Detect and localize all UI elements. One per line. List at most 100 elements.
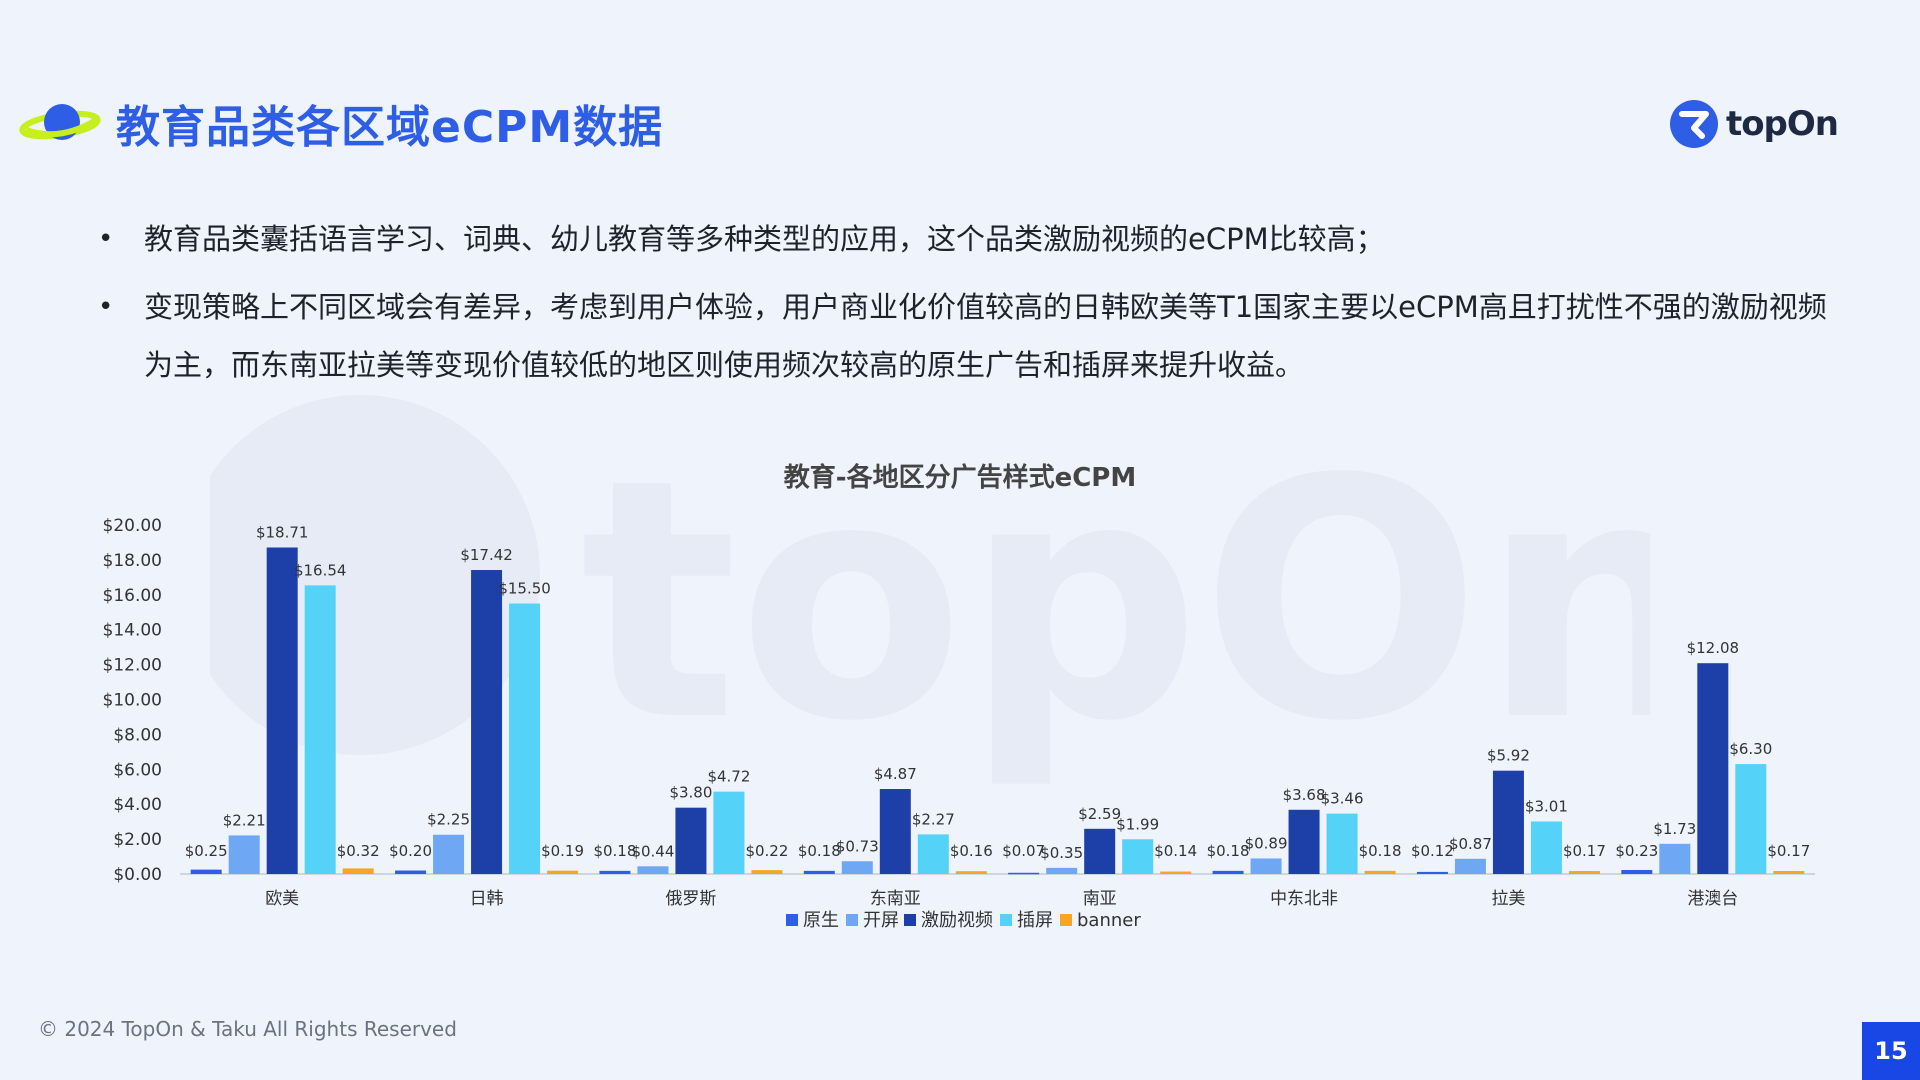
bar-data-label: $0.89 xyxy=(1245,834,1288,852)
legend-label: 原生 xyxy=(803,910,839,931)
ecpm-bar-chart: 教育-各地区分广告样式eCPM $0.00 $2.00 $4.00 $6.00 $8.0… xyxy=(103,462,1815,931)
bullet-item: • 变现策略上不同区域会有差异，考虑到用户体验，用户商业化价值较高的日韩欧美等T… xyxy=(92,278,1852,394)
bar xyxy=(1697,663,1729,874)
x-tick-label: 欧美 xyxy=(265,889,299,909)
bar-data-label: $0.73 xyxy=(836,837,879,855)
legend-label: banner xyxy=(1077,910,1141,931)
bar xyxy=(1008,872,1040,875)
bar-data-label: $2.21 xyxy=(223,811,266,829)
bar-data-label: $0.14 xyxy=(1154,842,1197,860)
bar-data-label: $0.25 xyxy=(185,842,228,860)
bar-data-label: $0.32 xyxy=(337,842,380,860)
bar xyxy=(955,871,987,874)
bullet-dot: • xyxy=(98,292,114,322)
x-tick-label: 港澳台 xyxy=(1687,889,1738,909)
bar-data-label: $0.44 xyxy=(631,842,674,860)
bar xyxy=(803,870,835,874)
bar xyxy=(917,834,949,874)
bullet-item: • 教育品类囊括语言学习、词典、幼儿教育等多种类型的应用，这个品类激励视频的eC… xyxy=(92,210,1852,268)
bar-data-label: $0.18 xyxy=(1207,842,1250,860)
bar-data-label: $3.46 xyxy=(1321,790,1364,808)
y-tick-label: $16.00 xyxy=(103,586,162,606)
bar xyxy=(879,789,911,874)
legend-swatch xyxy=(904,914,916,926)
x-axis: 欧美 日韩 俄罗斯 东南亚 南亚 中东北非 拉美 港澳台 xyxy=(265,889,1738,909)
topon-logo: topOn xyxy=(1668,98,1839,150)
chart-title: 教育-各地区分广告样式eCPM xyxy=(784,462,1136,493)
bar xyxy=(637,866,669,874)
planet-icon xyxy=(19,104,101,140)
bar-data-label: $6.30 xyxy=(1729,740,1772,758)
bar xyxy=(471,570,503,874)
y-tick-label: $20.00 xyxy=(103,516,162,536)
x-tick-label: 拉美 xyxy=(1491,889,1525,909)
bar xyxy=(509,603,541,874)
bar xyxy=(1364,870,1396,874)
bar xyxy=(266,547,298,874)
bar-data-label: $17.42 xyxy=(460,546,513,564)
bar xyxy=(1288,809,1320,874)
bullet-text: 变现策略上不同区域会有差异，考虑到用户体验，用户商业化价值较高的日韩欧美等T1国… xyxy=(144,290,1827,382)
bar xyxy=(433,834,465,874)
bar xyxy=(304,585,336,874)
bar xyxy=(1326,813,1358,874)
page-title: 教育品类各区域eCPM数据 xyxy=(116,102,664,153)
bar-data-label: $0.17 xyxy=(1563,842,1606,860)
bar xyxy=(1659,843,1691,874)
bar-data-label: $15.50 xyxy=(498,580,551,598)
bar-data-label: $0.20 xyxy=(389,842,432,860)
legend-swatch xyxy=(786,914,798,926)
bar xyxy=(1773,871,1805,874)
bar xyxy=(751,870,783,874)
bar-data-label: $2.25 xyxy=(427,811,470,829)
bar xyxy=(1122,839,1154,874)
legend-label: 开屏 xyxy=(863,910,899,931)
bar-data-label: $1.99 xyxy=(1116,815,1159,833)
bar-data-label: $0.35 xyxy=(1040,844,1083,862)
x-tick-label: 南亚 xyxy=(1083,889,1117,909)
bar xyxy=(1530,821,1562,874)
bar-data-label: $1.73 xyxy=(1653,820,1696,838)
bar xyxy=(1084,828,1116,874)
y-tick-label: $18.00 xyxy=(103,551,162,571)
bar-data-label: $0.16 xyxy=(950,842,993,860)
bar-data-label: $0.22 xyxy=(745,842,788,860)
legend-swatch xyxy=(846,914,858,926)
bar xyxy=(1416,871,1448,874)
logo-text: topOn xyxy=(1725,104,1839,144)
bar-data-label: $0.12 xyxy=(1411,842,1454,860)
bar-data-label: $16.54 xyxy=(294,561,347,579)
x-tick-label: 俄罗斯 xyxy=(665,889,716,909)
bar-data-label: $3.68 xyxy=(1283,786,1326,804)
bullet-list: • 教育品类囊括语言学习、词典、幼儿教育等多种类型的应用，这个品类激励视频的eC… xyxy=(92,210,1852,404)
bar-data-label: $5.92 xyxy=(1487,747,1530,765)
bar xyxy=(1212,870,1244,874)
bar-data-label: $2.27 xyxy=(912,810,955,828)
y-tick-label: $8.00 xyxy=(113,725,162,745)
bar xyxy=(599,870,631,874)
x-tick-label: 东南亚 xyxy=(870,889,921,909)
bar-data-label: $0.23 xyxy=(1615,842,1658,860)
bar xyxy=(190,869,222,874)
bullet-text: 教育品类囊括语言学习、词典、幼儿教育等多种类型的应用，这个品类激励视频的eCPM… xyxy=(144,222,1385,256)
y-axis: $0.00 $2.00 $4.00 $6.00 $8.00 $10.00 $12.00 $14… xyxy=(103,516,1815,885)
bar xyxy=(1492,770,1524,874)
title-bar: 教育品类各区域eCPM数据 xyxy=(18,88,663,158)
bar xyxy=(841,861,873,874)
legend-swatch xyxy=(1000,914,1012,926)
bar xyxy=(395,870,427,874)
bar-data-label: $0.18 xyxy=(1359,842,1402,860)
x-tick-label: 中东北非 xyxy=(1270,889,1338,909)
bullet-dot: • xyxy=(98,224,114,254)
y-tick-label: $2.00 xyxy=(113,830,162,850)
bar-data-label: $0.18 xyxy=(593,842,636,860)
copyright-text: © 2024 TopOn & Taku All Rights Reserved xyxy=(38,1017,457,1041)
bar-data-label: $4.87 xyxy=(874,765,917,783)
x-tick-label: 日韩 xyxy=(470,889,504,909)
topon-logo-icon xyxy=(1669,100,1718,148)
legend-swatch xyxy=(1060,914,1072,926)
bar xyxy=(1454,858,1486,874)
bar-series: $0.25 $2.21 $18.71 $16.54 $0.32 $0.20 $2.25 $17… xyxy=(185,524,1810,875)
bar-data-label: $3.80 xyxy=(669,784,712,802)
bar-data-label: $0.07 xyxy=(1002,842,1045,860)
